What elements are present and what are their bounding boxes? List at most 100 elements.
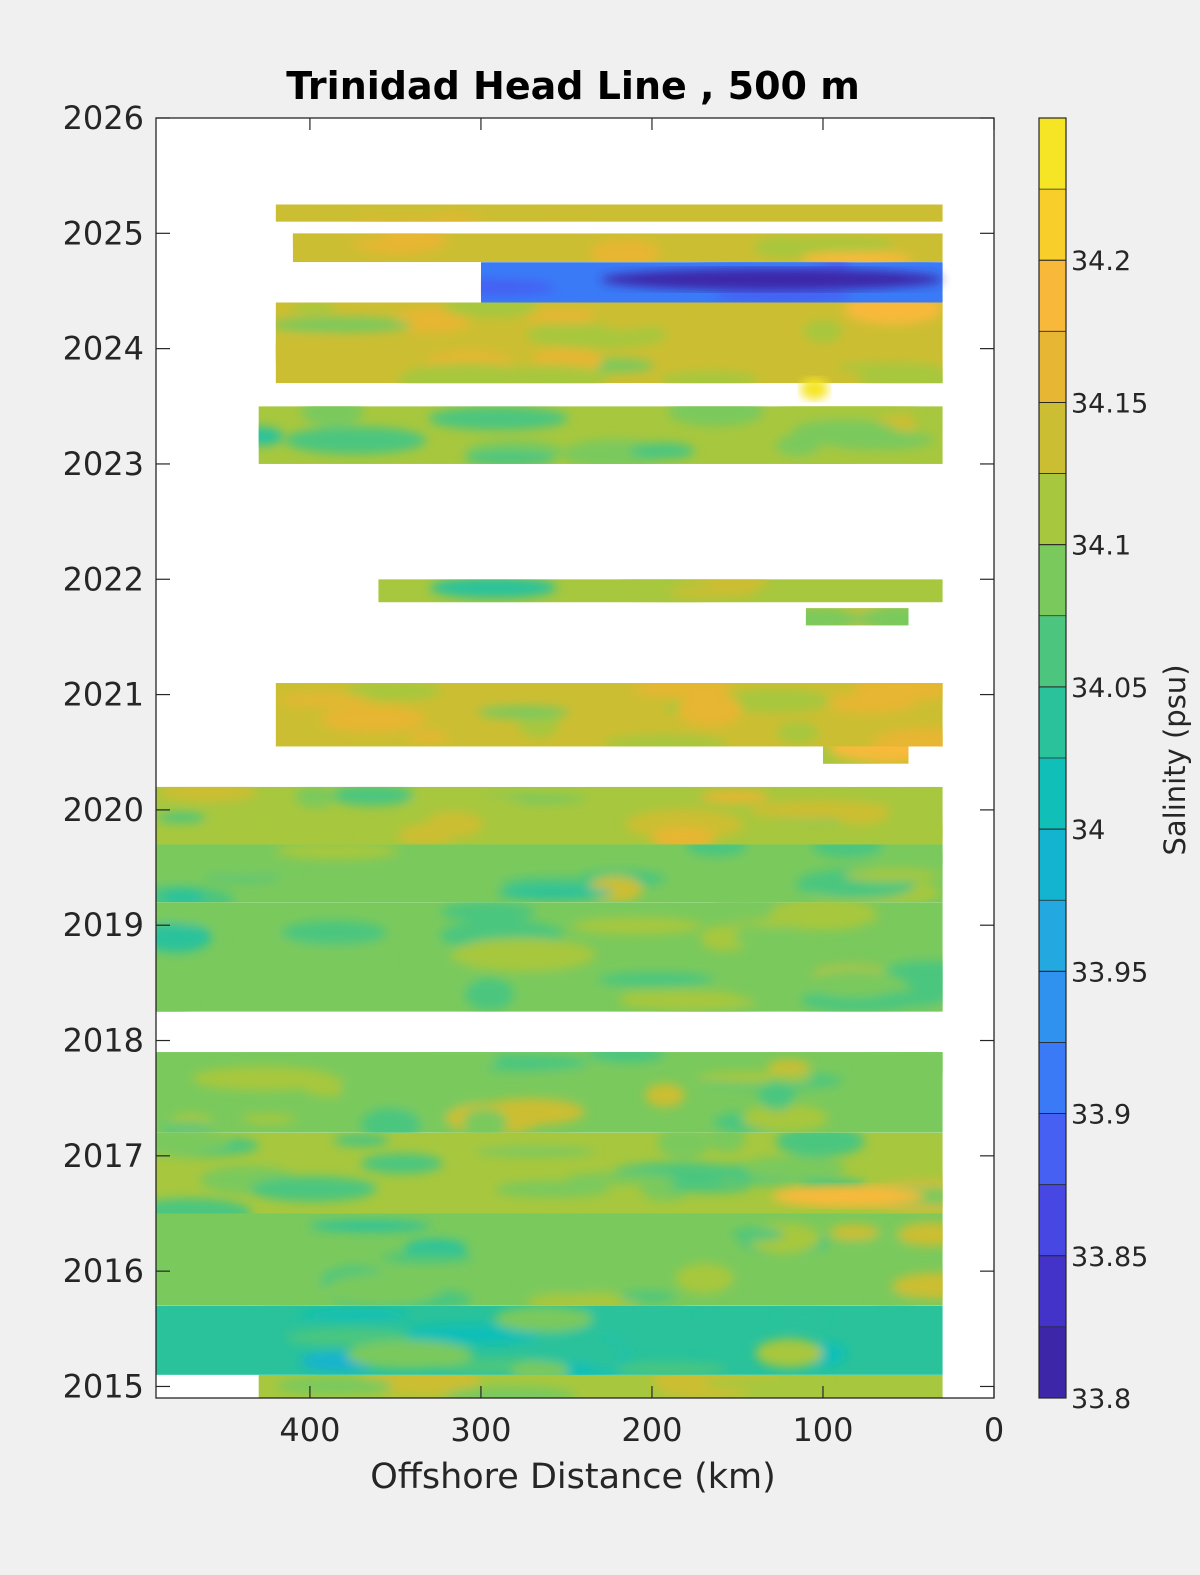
contour-patch [803, 319, 843, 343]
colorbar-band [1039, 544, 1066, 617]
band-blobs [430, 579, 768, 603]
contour-patch [465, 978, 514, 1011]
contour-patch [516, 1337, 628, 1364]
contour-patch [733, 927, 808, 947]
data-band [156, 902, 943, 1012]
colorbar-tick-label: 33.9 [1071, 1100, 1131, 1131]
contour-patch [779, 406, 918, 419]
contour-patch [276, 1376, 394, 1396]
band-blobs [292, 233, 912, 263]
band-contours [156, 1052, 943, 1133]
contour-patch [791, 419, 898, 446]
contour-patch [274, 844, 399, 860]
colorbar-band [1039, 1255, 1066, 1328]
contour-patch [869, 737, 943, 747]
x-axis-ticks: 400 300 200 100 0 [279, 118, 1004, 1449]
contour-patch [156, 1198, 253, 1214]
contour-patch [436, 1132, 575, 1148]
colorbar-band [1039, 1042, 1066, 1115]
contour-patch [440, 902, 535, 923]
band-blobs [822, 746, 909, 764]
band-blobs [156, 844, 943, 903]
colorbar-tick-label: 34.05 [1071, 673, 1148, 704]
contour-patch [618, 993, 756, 1010]
x-tick-label: 200 [621, 1411, 682, 1449]
contour-patch [291, 302, 336, 315]
contour-patch [891, 1272, 943, 1299]
y-tick-label: 2018 [63, 1022, 144, 1060]
x-tick-label: 0 [984, 1411, 1004, 1449]
contour-patch [591, 302, 663, 330]
colorbar-band [1039, 189, 1066, 261]
data-band [378, 579, 943, 603]
contour-patch [401, 1324, 541, 1345]
contour-patch [494, 1180, 610, 1198]
x-tick-label: 400 [279, 1411, 340, 1449]
band-contours [378, 579, 943, 603]
contour-patch [525, 309, 610, 324]
contour-patch [330, 786, 414, 806]
contour-patch [295, 786, 336, 808]
contour-patch [156, 994, 191, 1012]
contour-patch [862, 1052, 943, 1076]
colorbar-band [1039, 829, 1066, 901]
band-blobs [279, 683, 943, 747]
contour-patch [526, 1291, 640, 1306]
contour-patch [357, 1374, 480, 1396]
contour-patch [279, 694, 372, 707]
contour-patch [659, 370, 760, 384]
band-contours [805, 608, 909, 626]
band-blobs [276, 1374, 827, 1398]
contour-patch [385, 233, 426, 248]
band-blobs [164, 1219, 943, 1306]
contour-patch [749, 800, 890, 820]
contour-patch [801, 251, 912, 263]
contour-patch [192, 866, 294, 877]
contour-patch [775, 434, 821, 457]
contour-patch [480, 279, 556, 296]
data-band [156, 1213, 943, 1306]
colorbar: 33.8 33.85 33.9 33.95 34 34.05 34.1 34.15 34.2 [1038, 117, 1148, 1415]
contour-patch [275, 336, 353, 366]
data-band [292, 233, 943, 263]
colorbar-band [1039, 473, 1066, 546]
contour-patch [844, 302, 943, 325]
chart-title: Trinidad Head Line , 500 m [286, 64, 860, 108]
band-contours [156, 902, 943, 1012]
contour-patch [884, 960, 943, 983]
y-axis-ticks: 2015 2016 2017 2018 2019 2020 2021 2022 2023 2024… [63, 99, 994, 1405]
salinity-extreme [771, 1185, 926, 1208]
contour-patch [712, 902, 779, 922]
contour-patch [597, 972, 714, 988]
contour-patch [207, 1219, 257, 1233]
contour-patch [643, 1325, 757, 1342]
contour-patch [474, 1146, 596, 1157]
contour-patch [700, 790, 770, 804]
contour-patch [360, 1153, 444, 1174]
contour-patch [897, 1222, 943, 1247]
band-contours [258, 1374, 943, 1398]
x-tick-label: 100 [792, 1411, 853, 1449]
contour-patch [568, 1235, 652, 1256]
colorbar-band [1039, 1326, 1066, 1399]
colorbar-tick-label: 34.15 [1071, 388, 1148, 419]
data-band [156, 1305, 943, 1375]
contour-patch [160, 888, 206, 903]
band-blobs [161, 1052, 943, 1133]
contour-patch [346, 683, 442, 701]
contour-patch [156, 1132, 232, 1156]
band-blobs [285, 1305, 847, 1375]
band-contours [156, 1132, 943, 1214]
contour-patch [616, 1362, 728, 1375]
contour-patch [857, 608, 909, 626]
contour-patch [299, 1309, 409, 1321]
contour-patch [477, 705, 570, 719]
contour-patch [156, 908, 279, 926]
colorbar-band [1039, 118, 1066, 190]
y-tick-label: 2021 [63, 676, 144, 714]
contour-patch [700, 925, 750, 952]
contour-patch [530, 971, 568, 990]
contour-patch [770, 902, 877, 931]
contour-patch [420, 1052, 497, 1072]
band-contours [292, 233, 943, 263]
